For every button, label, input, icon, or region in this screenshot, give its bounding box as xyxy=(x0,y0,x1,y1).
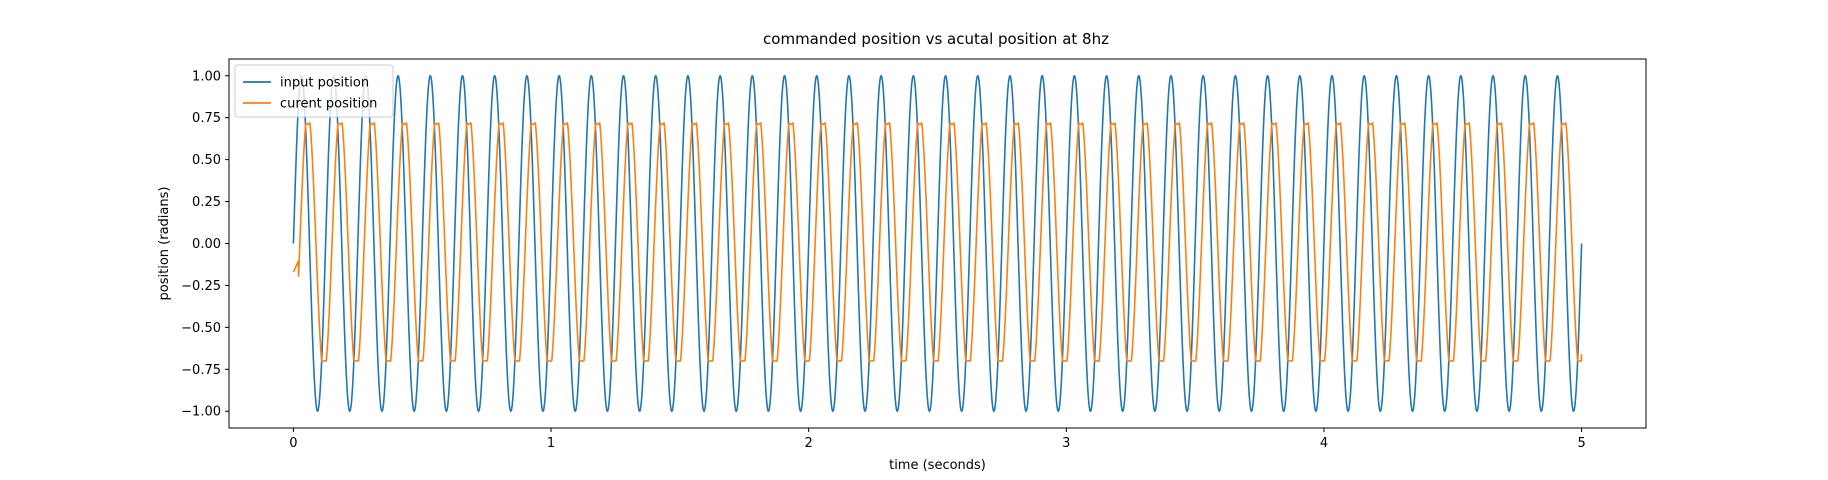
y-axis-label: position (radians) xyxy=(157,187,172,301)
y-axis: −1.00 −0.75 −0.50 −0.25 0.00 0.25 0.50 0.75 1.00 xyxy=(181,69,229,420)
x-axis-label: time (seconds) xyxy=(889,458,986,473)
series-layer xyxy=(292,74,1583,413)
y-tick-label: −0.25 xyxy=(181,279,221,294)
series-line-curent-position xyxy=(292,122,1583,362)
y-tick-label: 0.50 xyxy=(192,153,221,168)
legend: input position curent position xyxy=(234,64,394,118)
x-tick-label: 2 xyxy=(805,436,813,451)
y-tick-label: 1.00 xyxy=(192,69,221,84)
y-tick-label: 0.25 xyxy=(192,195,221,210)
y-tick-label: 0.75 xyxy=(192,111,221,126)
x-tick-label: 0 xyxy=(289,436,297,451)
chart-title: commanded position vs acutal position at… xyxy=(763,30,1109,48)
series-line-input-position xyxy=(292,74,1583,413)
x-tick-label: 1 xyxy=(547,436,555,451)
x-tick-label: 3 xyxy=(1062,436,1070,451)
y-tick-label: −0.75 xyxy=(181,363,221,378)
x-tick-label: 5 xyxy=(1577,436,1585,451)
legend-entry: curent position xyxy=(280,97,377,112)
y-tick-label: −0.50 xyxy=(181,321,221,336)
y-tick-label: −1.00 xyxy=(181,405,221,420)
x-tick-label: 4 xyxy=(1320,436,1328,451)
y-tick-label: 0.00 xyxy=(192,237,221,252)
legend-box xyxy=(234,64,394,118)
legend-entry: input position xyxy=(280,76,369,91)
x-axis: 0 1 2 3 4 5 xyxy=(289,428,1586,451)
